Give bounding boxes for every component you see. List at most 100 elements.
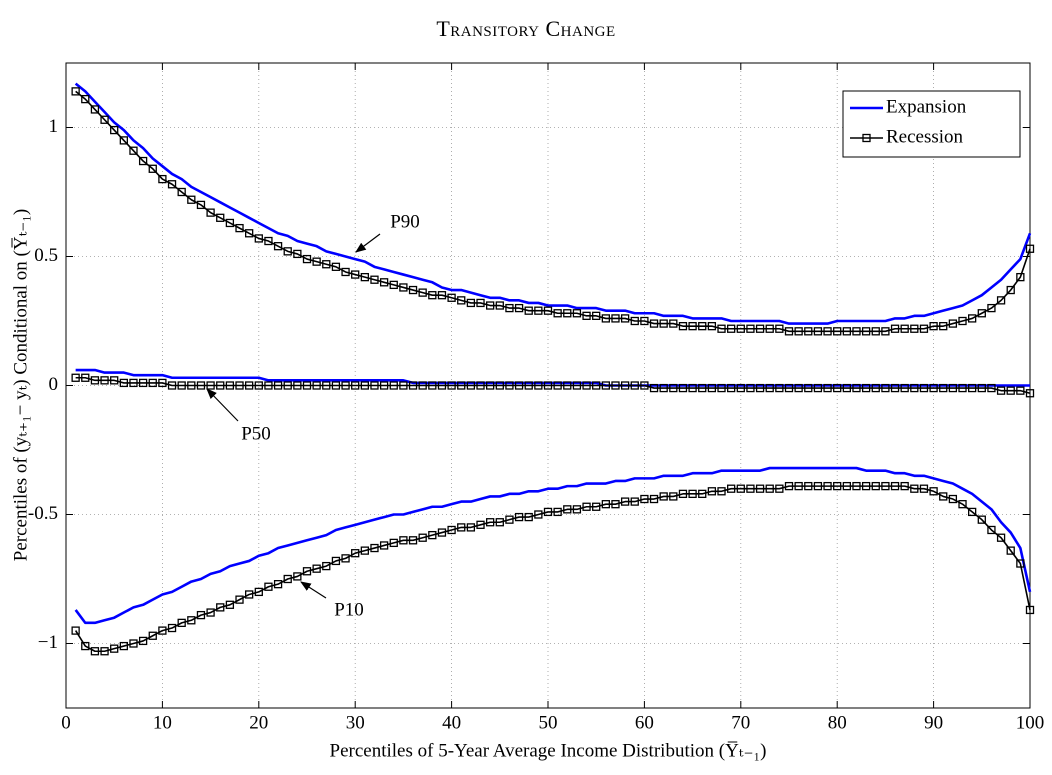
marker xyxy=(833,327,842,336)
marker xyxy=(890,324,900,333)
marker xyxy=(245,229,254,238)
marker xyxy=(1016,559,1025,568)
marker xyxy=(437,528,447,537)
marker xyxy=(968,383,977,393)
marker xyxy=(572,505,582,514)
y-tick-label: 0.5 xyxy=(34,245,58,266)
marker xyxy=(900,481,909,491)
marker xyxy=(486,381,495,390)
marker xyxy=(235,223,244,233)
y-axis-label: Percentiles of (yₜ₊₁− yₜ) Conditional on… xyxy=(10,209,31,562)
marker xyxy=(1025,244,1035,253)
x-tick-label: 70 xyxy=(731,712,750,733)
marker xyxy=(476,298,485,308)
annotation: P50 xyxy=(241,423,271,444)
marker xyxy=(842,327,851,336)
marker xyxy=(611,500,620,509)
marker xyxy=(370,543,379,553)
marker xyxy=(495,518,504,527)
series-line xyxy=(75,368,1030,387)
marker xyxy=(620,314,630,323)
marker xyxy=(823,327,832,336)
annotation: P90 xyxy=(390,211,420,232)
marker xyxy=(987,383,996,393)
marker xyxy=(833,383,842,393)
marker xyxy=(563,381,572,390)
marker xyxy=(553,507,562,517)
marker xyxy=(592,502,601,511)
marker xyxy=(736,383,745,393)
marker xyxy=(996,296,1006,305)
marker xyxy=(486,301,495,310)
marker xyxy=(90,376,100,385)
marker xyxy=(341,267,350,277)
marker xyxy=(476,520,485,529)
marker xyxy=(408,285,418,295)
marker xyxy=(187,195,196,204)
marker xyxy=(331,381,341,390)
marker xyxy=(331,262,341,271)
x-tick-label: 100 xyxy=(1016,712,1045,733)
marker xyxy=(669,319,678,328)
marker xyxy=(81,373,90,382)
marker xyxy=(659,319,668,328)
marker xyxy=(138,378,148,388)
marker xyxy=(929,322,938,331)
marker xyxy=(177,187,186,197)
marker xyxy=(707,383,717,393)
y-tick-label: -0.5 xyxy=(28,503,58,524)
marker xyxy=(688,489,697,499)
marker xyxy=(360,272,369,282)
marker xyxy=(514,512,524,522)
marker xyxy=(148,378,157,388)
marker xyxy=(81,94,90,104)
marker xyxy=(399,381,408,390)
marker xyxy=(784,383,794,393)
marker xyxy=(592,381,601,390)
marker xyxy=(148,631,157,640)
marker xyxy=(717,383,726,393)
marker xyxy=(1006,285,1015,295)
marker xyxy=(225,218,235,228)
marker xyxy=(640,494,649,504)
marker xyxy=(389,280,398,290)
x-tick-label: 0 xyxy=(61,712,71,733)
marker xyxy=(996,386,1006,395)
marker xyxy=(148,164,157,173)
marker xyxy=(630,316,639,326)
marker xyxy=(524,306,533,315)
marker xyxy=(592,311,601,320)
marker xyxy=(418,533,427,542)
series-line xyxy=(74,466,1032,625)
marker xyxy=(206,208,215,217)
marker xyxy=(852,383,861,393)
legend-marker xyxy=(862,133,871,143)
marker xyxy=(206,608,215,617)
marker xyxy=(910,324,919,333)
marker xyxy=(852,481,861,491)
marker xyxy=(746,324,755,333)
marker xyxy=(428,291,437,300)
marker xyxy=(466,523,476,532)
marker xyxy=(216,213,225,222)
marker xyxy=(543,381,553,390)
marker xyxy=(399,283,408,292)
marker xyxy=(958,383,967,393)
marker xyxy=(437,291,447,300)
marker xyxy=(216,381,225,390)
marker xyxy=(881,481,890,491)
marker xyxy=(1025,605,1035,615)
marker xyxy=(341,381,350,390)
marker xyxy=(977,309,986,318)
marker xyxy=(804,383,813,393)
x-tick-label: 30 xyxy=(346,712,365,733)
marker xyxy=(852,327,861,336)
x-tick-label: 80 xyxy=(828,712,847,733)
marker xyxy=(119,378,128,388)
marker xyxy=(563,505,572,514)
marker xyxy=(620,381,630,390)
marker xyxy=(110,125,119,135)
marker xyxy=(138,156,148,166)
marker xyxy=(235,381,244,390)
marker xyxy=(659,492,668,501)
